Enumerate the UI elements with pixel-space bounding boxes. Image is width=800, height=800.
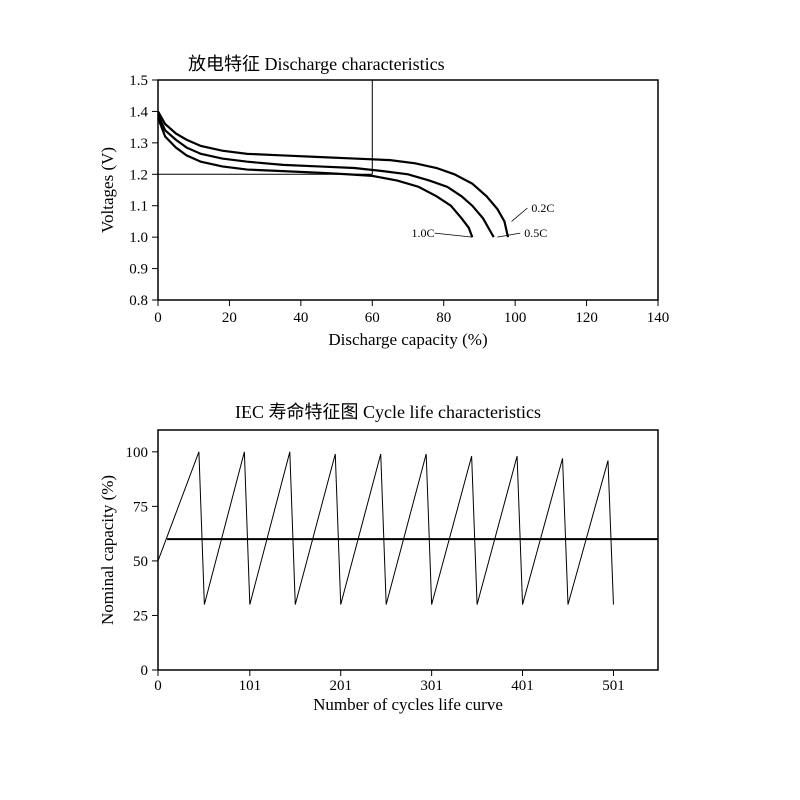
x-axis-label: Number of cycles life curve xyxy=(313,695,503,714)
y-tick-label: 0 xyxy=(141,663,149,679)
cycle-life-chart: 0 101 201 301 401 501 0 25 50 75 100 IEC 寿命特征图 Cycl… xyxy=(0,0,800,765)
y-axis-label: Nominal capacity (%) xyxy=(98,475,117,625)
y-tick-label: 100 xyxy=(126,445,149,461)
x-tick-label: 401 xyxy=(511,678,534,694)
chart-title: IEC 寿命特征图 Cycle life characteristics xyxy=(235,402,541,422)
y-tick-label: 50 xyxy=(133,554,148,570)
x-tick-label: 101 xyxy=(239,678,262,694)
cycle-curve xyxy=(158,452,613,605)
x-tick-label: 0 xyxy=(154,678,162,694)
y-tick-label: 75 xyxy=(133,499,148,515)
y-tick-label: 25 xyxy=(133,608,148,624)
x-tick-label: 301 xyxy=(420,678,443,694)
x-tick-label: 501 xyxy=(602,678,625,694)
x-tick-label: 201 xyxy=(329,678,352,694)
